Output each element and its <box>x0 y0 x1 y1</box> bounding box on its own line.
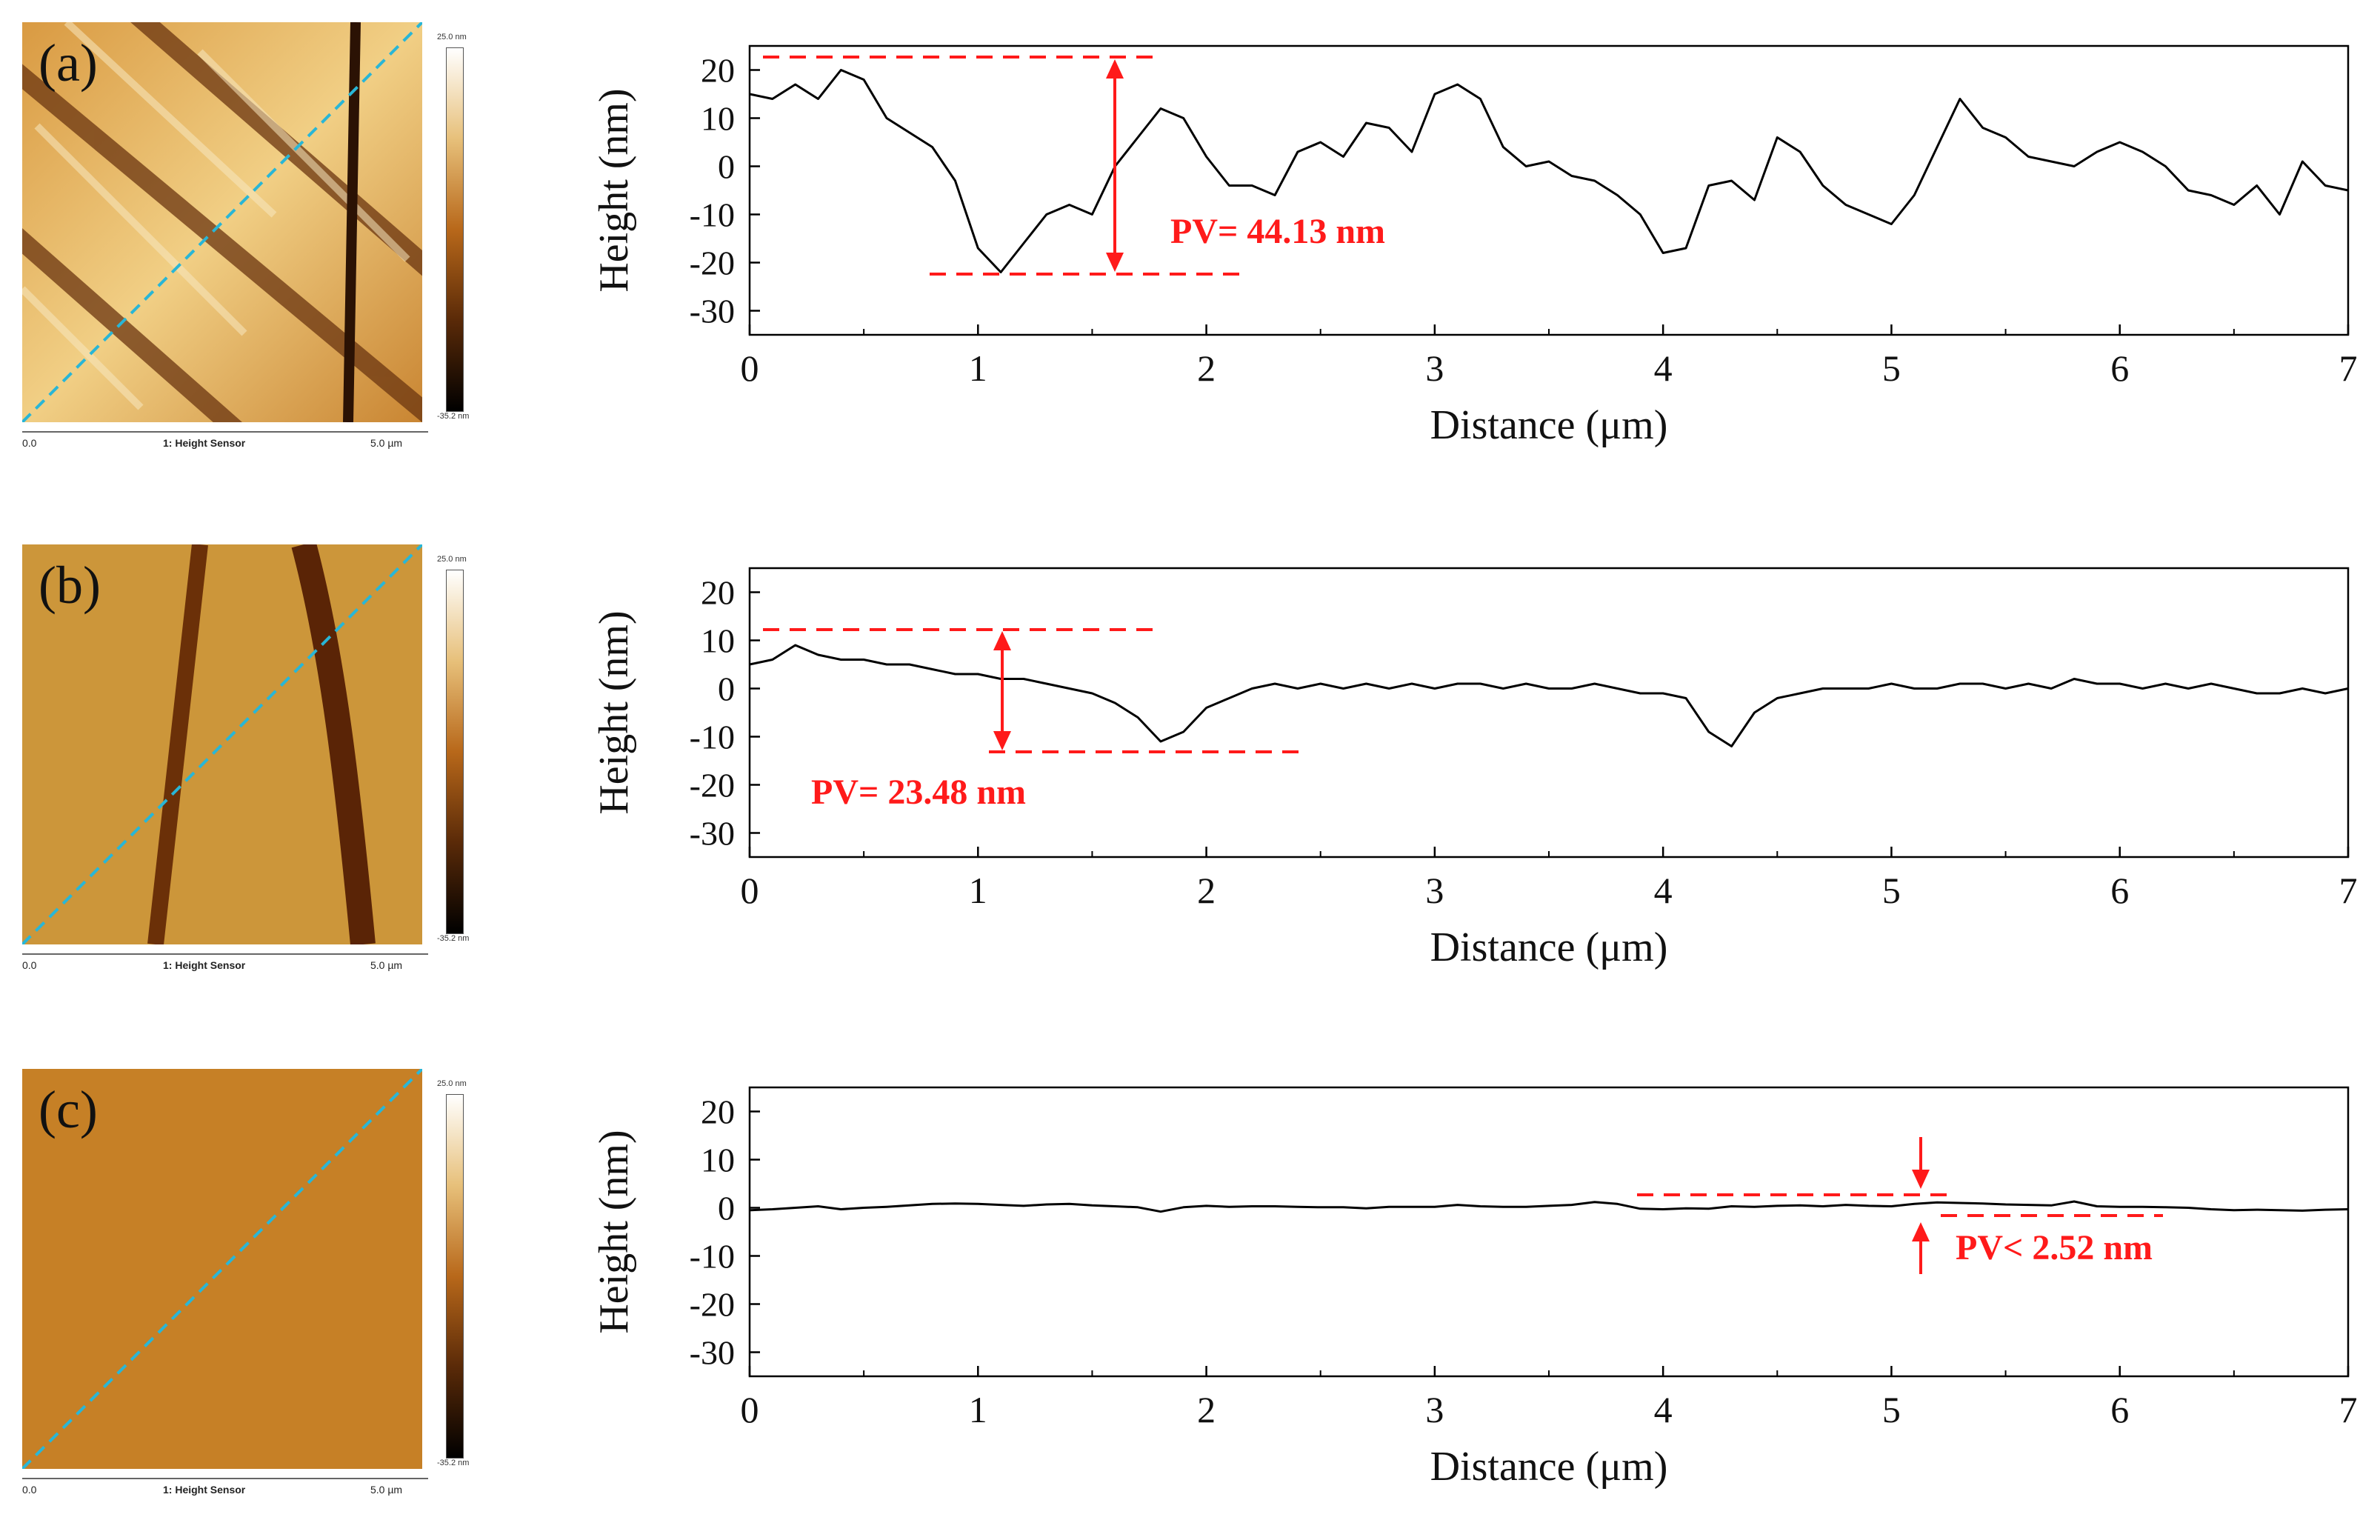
image-axis-line <box>22 953 428 955</box>
axis-end-label: 5.0 µm <box>370 1484 403 1496</box>
panel-label: (c) <box>39 1080 98 1139</box>
axis-end-label: 5.0 µm <box>370 437 403 449</box>
x-tick-label: 0 <box>741 1389 759 1430</box>
pv-annotation: PV= 23.48 nm <box>811 773 1026 812</box>
x-tick-label: 7 <box>2339 347 2358 389</box>
afm-panel-b: (b) 25.0 nm -35.2 nm 0.0 1: Height Senso… <box>22 544 481 981</box>
y-tick-label: 20 <box>701 1093 735 1131</box>
scale-min-label: -35.2 nm <box>437 934 470 943</box>
image-axis-line <box>22 431 428 433</box>
y-axis-title: Height (nm) <box>591 610 637 814</box>
scale-max-label: 25.0 nm <box>437 33 467 41</box>
y-tick-label: 20 <box>701 52 735 90</box>
x-axis-title: Distance (μm) <box>1430 1444 1668 1490</box>
pv-arrow-head <box>1912 1170 1930 1189</box>
axis-start-label: 0.0 <box>22 959 37 971</box>
y-tick-label: -30 <box>690 815 735 853</box>
x-tick-label: 2 <box>1197 870 1216 911</box>
axis-start-label: 0.0 <box>22 1484 37 1496</box>
pv-arrow-head <box>993 631 1011 650</box>
x-axis-title: Distance (μm) <box>1430 402 1668 448</box>
afm-height-image <box>22 544 422 944</box>
x-tick-label: 7 <box>2339 870 2358 911</box>
color-scale-bar <box>446 47 464 412</box>
x-axis-title: Distance (μm) <box>1430 924 1668 970</box>
panel-label: (a) <box>39 33 98 93</box>
color-scale-bar <box>446 570 464 934</box>
plot-frame <box>748 567 2350 859</box>
x-tick-label: 1 <box>969 870 987 911</box>
height-profile-line <box>749 644 2349 747</box>
scale-min-label: -35.2 nm <box>437 1459 470 1467</box>
channel-label: 1: Height Sensor <box>163 437 246 449</box>
x-tick-label: 0 <box>741 870 759 911</box>
x-tick-label: 1 <box>969 1389 987 1430</box>
y-tick-label: -20 <box>690 1286 735 1324</box>
x-tick-label: 7 <box>2339 1389 2358 1430</box>
afm-panel-a: (a) 25.0 nm -35.2 nm 0.0 1: Height Senso… <box>22 22 481 459</box>
x-tick-label: 2 <box>1197 1389 1216 1430</box>
x-tick-label: 6 <box>2110 870 2129 911</box>
y-tick-label: 10 <box>701 100 735 138</box>
x-tick-label: 4 <box>1654 870 1673 911</box>
x-tick-label: 3 <box>1425 347 1444 389</box>
y-tick-label: 20 <box>701 574 735 612</box>
y-tick-label: -30 <box>690 1334 735 1372</box>
pv-annotation: PV< 2.52 nm <box>1956 1228 2153 1267</box>
x-tick-label: 4 <box>1654 1389 1673 1430</box>
afm-height-image <box>22 1069 422 1469</box>
y-tick-label: -20 <box>690 244 735 282</box>
x-tick-label: 5 <box>1882 347 1901 389</box>
y-tick-label: 10 <box>701 1141 735 1179</box>
axis-start-label: 0.0 <box>22 437 37 449</box>
x-tick-label: 2 <box>1197 347 1216 389</box>
axis-end-label: 5.0 µm <box>370 959 403 971</box>
y-tick-label: -30 <box>690 293 735 330</box>
y-axis-title: Height (nm) <box>591 88 637 292</box>
y-tick-label: -20 <box>690 767 735 804</box>
y-axis-title: Height (nm) <box>591 1130 637 1333</box>
pv-arrow-head <box>993 731 1011 750</box>
afm-panel-c: (c) 25.0 nm -35.2 nm 0.0 1: Height Senso… <box>22 1069 481 1506</box>
scale-max-label: 25.0 nm <box>437 555 467 564</box>
scale-min-label: -35.2 nm <box>437 412 470 421</box>
image-axis-line <box>22 1478 428 1479</box>
x-tick-label: 5 <box>1882 1389 1901 1430</box>
pv-arrow-head <box>1106 59 1124 79</box>
y-tick-label: 0 <box>718 670 735 708</box>
channel-label: 1: Height Sensor <box>163 1484 246 1496</box>
channel-label: 1: Height Sensor <box>163 959 246 971</box>
y-tick-label: -10 <box>690 196 735 234</box>
afm-height-image <box>22 22 422 422</box>
pv-arrow-head <box>1912 1222 1930 1241</box>
panel-label: (b) <box>39 556 101 615</box>
x-tick-label: 3 <box>1425 1389 1444 1430</box>
x-tick-label: 3 <box>1425 870 1444 911</box>
x-tick-label: 6 <box>2110 347 2129 389</box>
y-tick-label: 10 <box>701 622 735 660</box>
scale-max-label: 25.0 nm <box>437 1079 467 1088</box>
x-tick-label: 0 <box>741 347 759 389</box>
pv-arrow-head <box>1106 253 1124 272</box>
y-tick-label: 0 <box>718 148 735 186</box>
y-tick-label: 0 <box>718 1190 735 1227</box>
y-tick-label: -10 <box>690 1238 735 1276</box>
x-tick-label: 6 <box>2110 1389 2129 1430</box>
pv-annotation: PV= 44.13 nm <box>1170 212 1385 251</box>
x-tick-label: 4 <box>1654 347 1673 389</box>
height-profile-line <box>749 69 2349 273</box>
x-tick-label: 5 <box>1882 870 1901 911</box>
x-tick-label: 1 <box>969 347 987 389</box>
color-scale-bar <box>446 1094 464 1459</box>
plot-frame <box>748 44 2350 336</box>
height-profile-line <box>749 1200 2349 1213</box>
y-tick-label: -10 <box>690 719 735 756</box>
